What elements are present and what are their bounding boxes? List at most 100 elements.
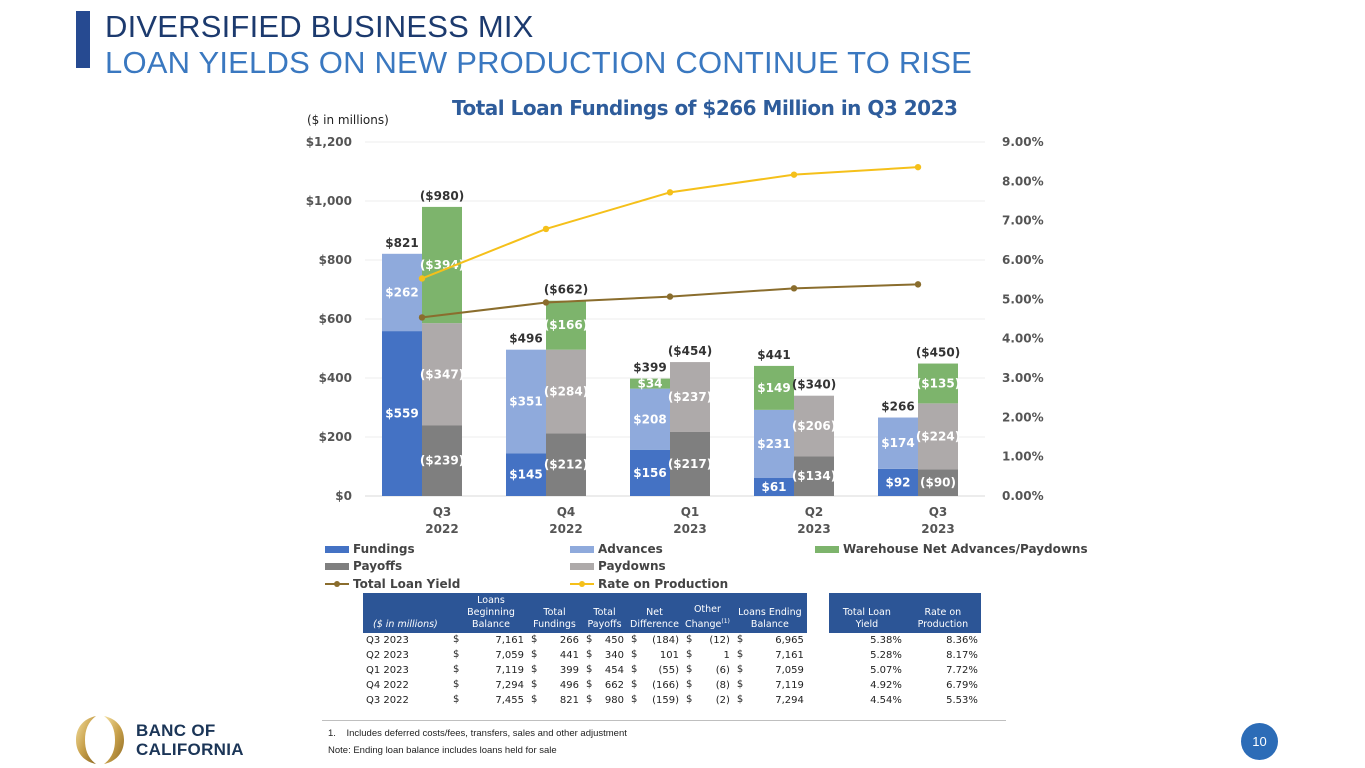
y-right-tick-label: 8.00% <box>1002 174 1044 188</box>
legend-item: Warehouse Net Advances/Paydowns <box>815 542 1088 556</box>
y-left-tick-label: $1,000 <box>306 194 352 208</box>
x-tick-label: Q1 <box>681 505 700 519</box>
bar-data-label: ($217) <box>668 457 712 471</box>
bar-data-label: $34 <box>637 377 662 391</box>
currency-symbol: $ <box>586 694 593 705</box>
legend-swatch <box>570 545 594 553</box>
header-net: Net Difference <box>627 593 682 633</box>
header-payoffs: Total Payoffs <box>582 593 627 633</box>
currency-symbol: $ <box>453 649 460 660</box>
currency-symbol: $ <box>736 649 744 660</box>
line-point <box>790 171 798 178</box>
bar-segment-payoffs <box>794 456 834 496</box>
cell-period: Q3 2023 <box>366 635 409 646</box>
legend-item: Paydowns <box>570 559 666 573</box>
cell-yield: 5.28% <box>870 650 902 661</box>
legend-swatch <box>815 545 839 553</box>
cell-ending: 7,119 $ <box>736 679 804 691</box>
cell-period: Q4 2022 <box>366 680 409 691</box>
legend-item: Total Loan Yield <box>325 577 460 591</box>
bar-segment-payoffs <box>918 469 958 496</box>
currency-symbol: $ <box>631 649 638 660</box>
bar-segment-paydowns <box>918 403 958 470</box>
header-yield: Total Loan Yield <box>828 593 905 633</box>
bar-total-label: $441 <box>757 348 790 362</box>
line-point <box>914 163 922 171</box>
loan-fundings-chart: $0 $200 $400 $600 $800 $1,000 $1,200 0.00% 1.00%… <box>306 135 1044 536</box>
bar-segment-advances <box>754 409 794 479</box>
legend-swatch <box>570 562 594 570</box>
header-other: Other Change(1) <box>682 593 733 633</box>
cell-fundings: 496 $ <box>531 679 579 691</box>
y-right-tick-label: 0.00% <box>1002 489 1044 503</box>
bar-segment-warehouse-net-advances-paydowns <box>630 378 670 389</box>
cell-period: Q3 2022 <box>366 695 409 706</box>
currency-symbol: $ <box>686 679 693 690</box>
cell-payoffs: 340 $ <box>586 649 624 661</box>
bar-data-label: $231 <box>757 437 790 451</box>
legend-item: Rate on Production <box>570 577 728 591</box>
bar-segment-payoffs <box>422 425 462 496</box>
table-row: Q4 2022 7,294 $ 496 $ 662 $ (166) $ (8) $ 7,119 $ 4.9… <box>363 678 981 693</box>
x-tick-label: 2023 <box>673 522 706 536</box>
line-point <box>666 189 674 196</box>
x-tick-label: Q3 <box>433 505 452 519</box>
legend-line-marker-icon <box>325 579 349 589</box>
cell-ending: 6,965 $ <box>736 634 804 646</box>
cell-net: (166) $ <box>631 679 679 691</box>
y-right-tick-label: 9.00% <box>1002 135 1044 149</box>
cell-rate: 7.72% <box>946 665 978 676</box>
title-accent-bar <box>76 11 90 68</box>
table-row: Q2 2023 7,059 $ 441 $ 340 $ 101 $ 1 $ 7,161 $ 5.28% 8.… <box>363 648 981 663</box>
x-tick-label: 2023 <box>797 522 830 536</box>
currency-symbol: $ <box>631 679 638 690</box>
legend-label: Total Loan Yield <box>353 577 461 591</box>
bar-data-label: $156 <box>633 466 666 480</box>
loan-balance-table: ($ in millions) Loans Beginning Balance To… <box>363 593 981 708</box>
bar-segment-payoffs <box>670 431 710 496</box>
bar-total-label: ($454) <box>668 344 712 358</box>
y-left-tick-label: $600 <box>319 312 352 326</box>
bar-data-label: ($90) <box>920 476 956 490</box>
currency-symbol: $ <box>531 649 538 660</box>
x-tick-label: Q4 <box>557 505 576 519</box>
cell-ending: 7,059 $ <box>736 664 804 676</box>
banc-of-california-logo-icon <box>76 716 124 764</box>
header-fundings: Total Fundings <box>527 593 582 633</box>
legend-item: Fundings <box>325 542 415 556</box>
currency-symbol: $ <box>453 694 460 705</box>
cell-fundings: 399 $ <box>531 664 579 676</box>
bar-data-label: ($212) <box>544 458 588 472</box>
bar-segment-fundings <box>754 478 794 496</box>
footnote-note: Note: Ending loan balance includes loans… <box>328 745 557 756</box>
y-right-tick-label: 5.00% <box>1002 292 1044 306</box>
legend-label: Fundings <box>353 542 415 556</box>
table-row: Q3 2023 7,161 $ 266 $ 450 $ (184) $ (12) $ 6,965 $ 5.… <box>363 633 981 648</box>
currency-symbol: $ <box>686 694 693 705</box>
legend-label: Warehouse Net Advances/Paydowns <box>843 542 1088 556</box>
bar-data-label: ($206) <box>792 419 836 433</box>
bar-segment-payoffs <box>546 433 586 496</box>
chart-unit-label: ($ in millions) <box>307 113 389 127</box>
legend-label: Rate on Production <box>598 577 729 591</box>
legend-item: Payoffs <box>325 559 402 573</box>
currency-symbol: $ <box>736 634 744 645</box>
page-number: 10 <box>1241 723 1278 760</box>
x-tick-label: 2022 <box>549 522 582 536</box>
table-header-row: ($ in millions) Loans Beginning Balance To… <box>363 593 981 633</box>
legend-item: Advances <box>570 542 663 556</box>
currency-symbol: $ <box>631 664 638 675</box>
x-tick-label: Q2 <box>805 505 824 519</box>
header-ending: Loans Ending Balance <box>732 593 807 633</box>
cell-beginning: 7,161 $ <box>453 634 524 646</box>
bar-segment-fundings <box>506 453 546 496</box>
currency-symbol: $ <box>586 649 593 660</box>
bar-data-label: $149 <box>757 381 790 395</box>
bar-data-label: ($394) <box>420 258 464 272</box>
bar-data-label: ($284) <box>544 385 588 399</box>
cell-fundings: 821 $ <box>531 694 579 706</box>
bar-data-label: $174 <box>881 436 914 450</box>
legend-label: Paydowns <box>598 559 666 573</box>
header-rate: Rate on Production <box>904 593 981 633</box>
bar-data-label: ($224) <box>916 429 960 443</box>
